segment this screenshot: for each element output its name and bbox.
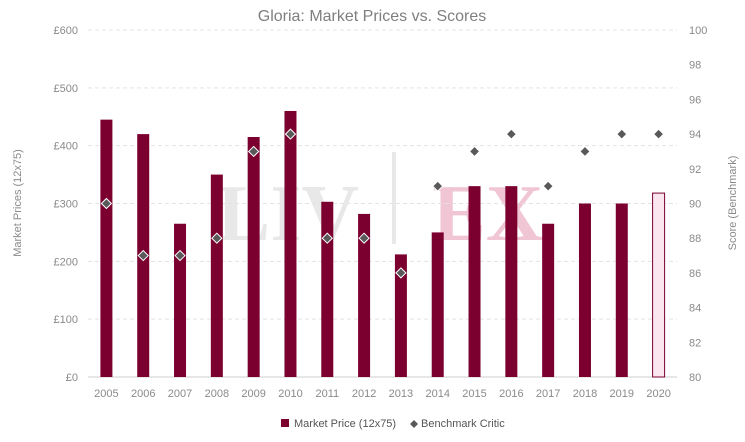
bar-market-price	[247, 136, 260, 377]
watermark-divider	[392, 152, 396, 244]
bars	[100, 110, 666, 378]
y-right-tick-label: 96	[689, 94, 701, 106]
y-right-tick-label: 86	[689, 268, 701, 280]
y-left-tick-label: £100	[54, 314, 78, 326]
bar-market-price	[578, 203, 591, 377]
marker-benchmark-critic	[358, 232, 370, 244]
legend: Market Price (12x75) Benchmark Critic	[281, 418, 505, 430]
y-left-tick-label: £600	[54, 25, 78, 37]
x-tick-label: 2008	[205, 388, 229, 400]
x-ticks: 2005 2006 2007 2008 2009 2010 2011 2012 2013 2014…	[94, 388, 671, 400]
y-right-tick-label: 90	[689, 199, 701, 211]
y-left-ticks: £0 £100 £200 £300 £400 £500 £600	[54, 25, 78, 384]
y-right-tick-label: 82	[689, 337, 701, 349]
bar-market-price	[394, 254, 407, 377]
x-tick-label: 2018	[573, 388, 597, 400]
bar-market-price	[505, 186, 518, 377]
y-right-tick-label: 100	[689, 25, 707, 37]
watermark-ex: EX	[432, 170, 543, 258]
x-tick-label: 2010	[278, 388, 302, 400]
marker-benchmark-critic	[284, 128, 297, 140]
x-tick-label: 2015	[462, 388, 486, 400]
bar-market-price	[284, 110, 297, 377]
marker-benchmark-critic	[579, 145, 591, 158]
y-right-tick-label: 92	[689, 164, 701, 176]
x-tick-label: 2020	[646, 388, 670, 400]
x-tick-label: 2009	[241, 388, 265, 400]
marker-benchmark-critic	[211, 232, 223, 244]
marker-benchmark-critic	[137, 249, 149, 262]
y-left-tick-label: £300	[54, 199, 78, 211]
x-tick-label: 2019	[610, 388, 634, 400]
legend-marker-benchmark	[410, 420, 418, 428]
x-tick-label: 2017	[536, 388, 560, 400]
legend-label-benchmark: Benchmark Critic	[421, 418, 505, 430]
marker-benchmark-critic	[542, 180, 554, 192]
x-tick-label: 2007	[168, 388, 192, 400]
y-left-axis-label: Market Prices (12x75)	[12, 149, 24, 257]
x-tick-label: 2016	[499, 388, 523, 400]
marker-benchmark-critic	[432, 180, 444, 192]
watermark: LIV EX	[217, 152, 544, 258]
y-right-tick-label: 94	[689, 129, 701, 141]
y-right-tick-label: 88	[689, 233, 701, 245]
marker-benchmark-critic	[174, 249, 186, 262]
legend-swatch-market-price	[281, 419, 289, 427]
x-tick-label: 2011	[315, 388, 339, 400]
bar-market-price	[321, 201, 334, 377]
bar-market-price	[542, 223, 555, 377]
markers	[100, 128, 665, 279]
x-tick-label: 2005	[94, 388, 118, 400]
y-left-tick-label: £500	[54, 83, 78, 95]
legend-label-market-price: Market Price (12x75)	[294, 418, 396, 430]
y-right-tick-label: 80	[689, 372, 701, 384]
marker-benchmark-critic	[616, 128, 628, 140]
x-tick-label: 2006	[131, 388, 155, 400]
y-right-tick-label: 98	[689, 60, 701, 72]
y-left-tick-label: £400	[54, 141, 78, 153]
bar-market-price	[615, 203, 628, 377]
chart-title: Gloria: Market Prices vs. Scores	[258, 8, 487, 25]
x-tick-label: 2014	[425, 388, 449, 400]
bar-market-price	[431, 232, 444, 377]
bar-market-price	[210, 174, 223, 377]
y-left-tick-label: £200	[54, 256, 78, 268]
bar-market-price	[468, 186, 481, 377]
y-right-tick-label: 84	[689, 303, 701, 315]
marker-benchmark-critic	[468, 145, 481, 158]
y-right-axis-label: Score (Benchmark)	[727, 156, 739, 251]
marker-benchmark-critic	[505, 128, 518, 140]
bar-market-price	[174, 223, 187, 377]
marker-benchmark-critic	[321, 232, 333, 244]
y-left-tick-label: £0	[66, 372, 78, 384]
x-tick-label: 2012	[352, 388, 376, 400]
grid	[88, 29, 677, 378]
bar-market-price	[652, 192, 666, 378]
y-right-ticks: 80 82 84 86 88 90 92 94 96 98 100	[689, 25, 707, 384]
marker-benchmark-critic	[652, 128, 665, 140]
marker-benchmark-critic	[247, 145, 260, 158]
marker-benchmark-critic	[100, 197, 113, 210]
x-tick-label: 2013	[389, 388, 413, 400]
marker-benchmark-critic	[395, 267, 407, 279]
bar-market-price	[100, 119, 113, 378]
bar-market-price	[358, 213, 371, 377]
